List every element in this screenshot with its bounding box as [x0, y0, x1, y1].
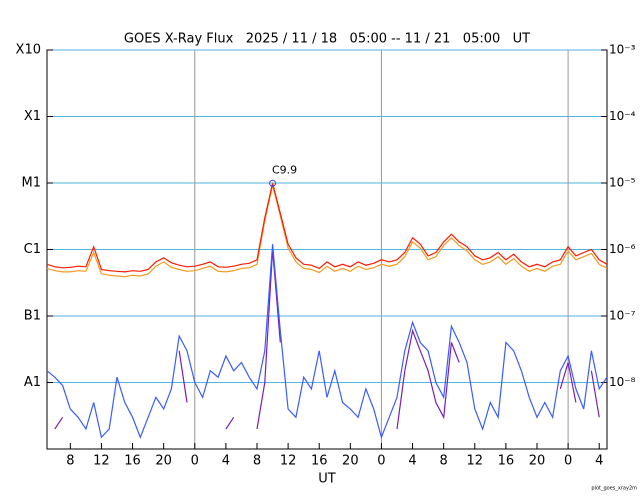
- x-tick-label: 0: [191, 454, 199, 469]
- chart-title: GOES X-Ray Flux 2025 / 11 / 18 05:00 -- …: [124, 32, 530, 47]
- annotation: C9.9: [272, 163, 297, 176]
- y2-tick-label: 10⁻⁴: [609, 109, 636, 123]
- y-tick-label: B1: [24, 309, 41, 324]
- x-axis-label: UT: [318, 472, 336, 487]
- x-tick-label: 20: [529, 454, 546, 469]
- x-tick-label: 20: [155, 454, 172, 469]
- x-tick-label: 8: [440, 454, 448, 469]
- flux-line: [54, 249, 600, 430]
- x-tick-label: 16: [124, 454, 141, 469]
- x-tick-label: 4: [408, 454, 416, 469]
- y-tick-label: A1: [24, 375, 41, 390]
- x-tick-label: 12: [93, 454, 110, 469]
- flux-line: [46, 185, 608, 278]
- footnote: plot_goes_xray2m: [591, 486, 637, 492]
- y-tick-label: C1: [24, 242, 41, 257]
- x-tick-label: 12: [280, 454, 297, 469]
- y2-tick-label: 10⁻⁷: [609, 309, 636, 323]
- y-tick-label: M1: [22, 176, 42, 191]
- x-tick-label: 0: [564, 454, 572, 469]
- x-tick-label: 4: [595, 454, 603, 469]
- x-tick-label: 16: [498, 454, 515, 469]
- x-tick-label: 4: [222, 454, 230, 469]
- flux-line: [46, 183, 608, 273]
- x-tick-label: 16: [311, 454, 328, 469]
- y2-tick-label: 10⁻⁸: [609, 375, 636, 389]
- y2-tick-label: 10⁻³: [609, 43, 636, 57]
- x-tick-label: 8: [253, 454, 261, 469]
- flux-line: [46, 244, 608, 440]
- peak-marker: [269, 179, 277, 187]
- x-tick-label: 0: [377, 454, 385, 469]
- y2-tick-label: 10⁻⁶: [609, 242, 636, 256]
- y-tick-label: X1: [24, 109, 41, 124]
- y-tick-label: X10: [16, 43, 41, 58]
- y2-tick-label: 10⁻⁵: [609, 176, 636, 190]
- x-tick-label: 8: [66, 454, 74, 469]
- x-tick-label: 12: [467, 454, 484, 469]
- x-tick-label: 20: [342, 454, 359, 469]
